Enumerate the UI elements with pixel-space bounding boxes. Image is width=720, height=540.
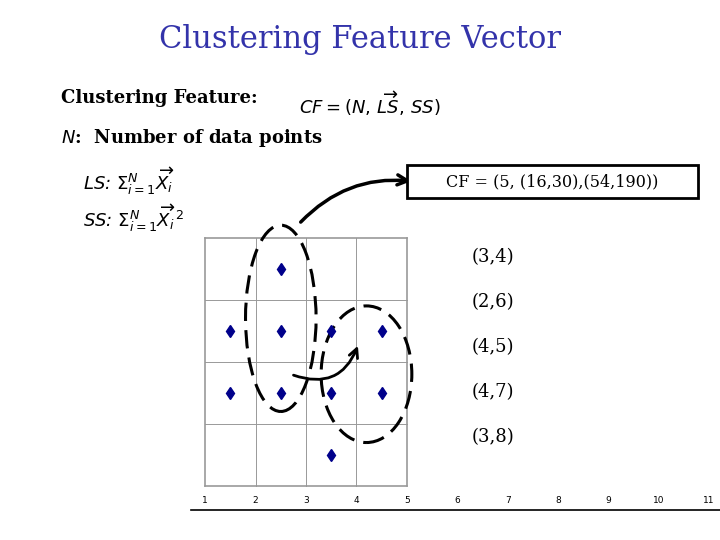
Text: $\mathit{SS}$: $\Sigma^N_{i=1}\overrightarrow{X_i}^{\,2}$: $\mathit{SS}$: $\Sigma^N_{i=1}\overright… (83, 202, 184, 234)
Text: (3,4): (3,4) (472, 248, 514, 266)
Text: Clustering Feature Vector: Clustering Feature Vector (159, 24, 561, 55)
Text: 11: 11 (703, 496, 715, 505)
Text: $\mathit{N}$:  Number of data points: $\mathit{N}$: Number of data points (61, 127, 323, 149)
Text: CF = (5, (16,30),(54,190)): CF = (5, (16,30),(54,190)) (446, 173, 659, 190)
Text: (3,8): (3,8) (472, 428, 514, 445)
Text: 9: 9 (606, 496, 611, 505)
Text: 4: 4 (354, 496, 359, 505)
Text: 6: 6 (454, 496, 460, 505)
Text: $\mathit{LS}$: $\Sigma^N_{i=1}\overrightarrow{X_i}$: $\mathit{LS}$: $\Sigma^N_{i=1}\overright… (83, 165, 174, 197)
Text: 8: 8 (555, 496, 561, 505)
Text: 2: 2 (253, 496, 258, 505)
Text: 3: 3 (303, 496, 309, 505)
Text: 7: 7 (505, 496, 510, 505)
Text: Clustering Feature:: Clustering Feature: (61, 89, 270, 107)
Bar (407, 165, 698, 198)
Text: $\mathit{CF} = (\mathit{N},\, \overrightarrow{\mathit{LS}},\, \mathit{SS})$: $\mathit{CF} = (\mathit{N},\, \overright… (299, 89, 441, 118)
Text: 10: 10 (653, 496, 665, 505)
Text: (2,6): (2,6) (472, 293, 514, 311)
Text: 1: 1 (202, 496, 208, 505)
Text: 5: 5 (404, 496, 410, 505)
Text: (4,5): (4,5) (472, 338, 514, 356)
Text: (4,7): (4,7) (472, 383, 514, 401)
